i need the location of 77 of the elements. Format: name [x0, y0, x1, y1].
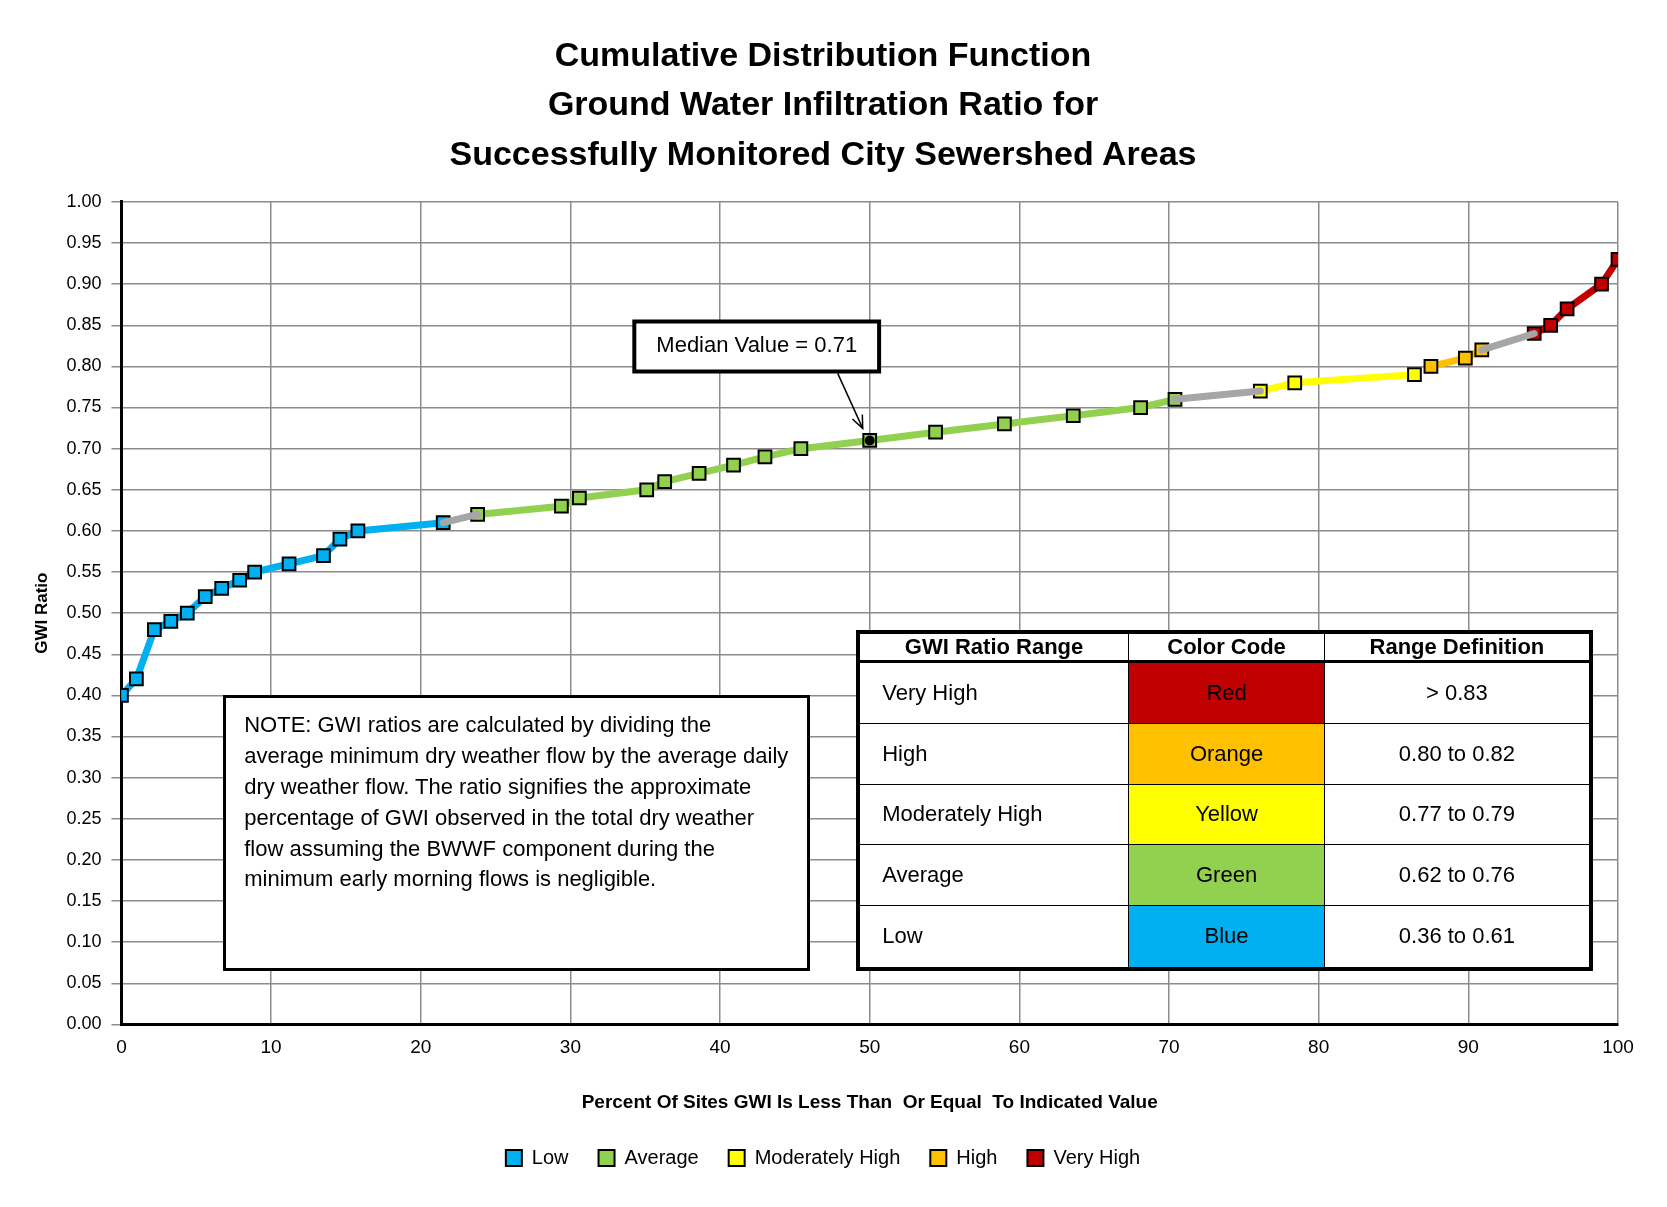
- x-tick-label: 60: [1008, 1036, 1030, 1058]
- point: [1594, 276, 1609, 292]
- y-tick-label: 0.15: [66, 889, 102, 910]
- y-tick-label: 0.90: [66, 273, 102, 294]
- y-tick-label: 0.40: [66, 684, 102, 705]
- y-tick-label: 0.25: [66, 807, 102, 828]
- point: [146, 622, 162, 637]
- x-tick-label: 80: [1308, 1036, 1330, 1058]
- y-axis-title: GWI Ratio: [31, 572, 51, 654]
- point: [214, 581, 230, 596]
- y-tick-label: 0.00: [66, 1013, 102, 1034]
- point: [997, 416, 1012, 432]
- y-tick-label: 0.35: [66, 725, 102, 746]
- x-tick-label: 0: [116, 1036, 127, 1058]
- point: [332, 531, 348, 547]
- y-tick-label: 0.65: [66, 478, 102, 499]
- y-tick-label: 0.20: [66, 848, 102, 869]
- legend-label: High: [956, 1145, 998, 1168]
- point: [691, 465, 707, 481]
- point: [928, 424, 943, 440]
- point: [163, 614, 179, 629]
- point: [350, 523, 366, 539]
- point: [1457, 350, 1473, 366]
- color-key-table: GWI Ratio Range Color Code Range Definition Very High Red > 0.83 High Orange 0.80 to 0.82 Moderately High Yellow 0.77 to 0.79 Average Green 0.62 to 0.76 Low Blue 0.36 to 0.61: [856, 629, 1593, 971]
- y-tick-label: 0.60: [66, 519, 102, 540]
- note-box: NOTE: GWI ratios are calculated by dividing the average minimum dry weather flow by the average daily dry weather flow. The ratio signifies the approximate percentage of GWI observed in the total dry weather flow assuming the BWWF component during the minimum early morning flows is negligible.: [223, 695, 810, 971]
- y-tick-label: 0.85: [66, 314, 102, 335]
- point: [1543, 317, 1559, 333]
- x-tick-label: 100: [1602, 1036, 1634, 1058]
- x-tick-label: 40: [709, 1036, 731, 1058]
- point: [757, 449, 773, 465]
- chart-title: Cumulative Distribution Function Ground Water Infiltration Ratio for Successfully Monitored City Sewershed Areas: [449, 35, 1197, 172]
- x-axis-title: Percent Of Sites GWI Is Less Than Or Equal To Indicated Value: [581, 1090, 1158, 1112]
- annotation: Median Value = 0.71: [656, 332, 858, 358]
- legend-label: Moderately High: [754, 1145, 901, 1168]
- x-tick-label: 50: [859, 1036, 881, 1058]
- y-tick-label: 0.50: [66, 602, 102, 623]
- point: [1133, 400, 1148, 415]
- point: [1423, 359, 1439, 374]
- legend-label: Average: [624, 1145, 699, 1168]
- point: [726, 457, 741, 473]
- y-tick-label: 0.30: [66, 766, 102, 787]
- point: [639, 482, 655, 498]
- point: [232, 572, 248, 588]
- legend-label: Very High: [1053, 1145, 1141, 1168]
- y-tick-label: 1.00: [66, 190, 102, 211]
- x-tick-label: 10: [260, 1036, 282, 1058]
- category-label: Color Code: [1128, 631, 1325, 662]
- point: [247, 564, 262, 580]
- y-tick-label: 0.55: [66, 560, 102, 581]
- point: [281, 556, 297, 572]
- point: [1287, 375, 1303, 391]
- x-tick-label: 90: [1457, 1036, 1479, 1058]
- point: [197, 589, 213, 605]
- point: [316, 548, 331, 563]
- y-tick-label: 0.10: [66, 931, 102, 952]
- point: [572, 490, 587, 506]
- point: [1065, 408, 1081, 424]
- point: [1407, 367, 1422, 382]
- y-tick-label: 0.70: [66, 437, 102, 458]
- point: [1559, 301, 1575, 317]
- x-tick-label: 70: [1158, 1036, 1180, 1058]
- point: [793, 441, 809, 457]
- y-tick-label: 0.80: [66, 355, 102, 376]
- x-tick-label: 30: [559, 1036, 581, 1058]
- legend-label: Low: [531, 1145, 570, 1168]
- point: [554, 498, 569, 514]
- x-tick-label: 20: [410, 1036, 432, 1058]
- y-tick-label: 0.75: [66, 396, 102, 417]
- y-tick-label: 0.45: [66, 643, 102, 664]
- point: [657, 474, 673, 489]
- y-tick-label: 0.05: [66, 972, 102, 993]
- category-label: GWI Ratio Range: [858, 631, 1129, 662]
- category-label: Range Definition: [1324, 631, 1591, 662]
- point: [129, 671, 144, 687]
- y-tick-label: 0.95: [66, 231, 102, 252]
- point: [179, 605, 195, 621]
